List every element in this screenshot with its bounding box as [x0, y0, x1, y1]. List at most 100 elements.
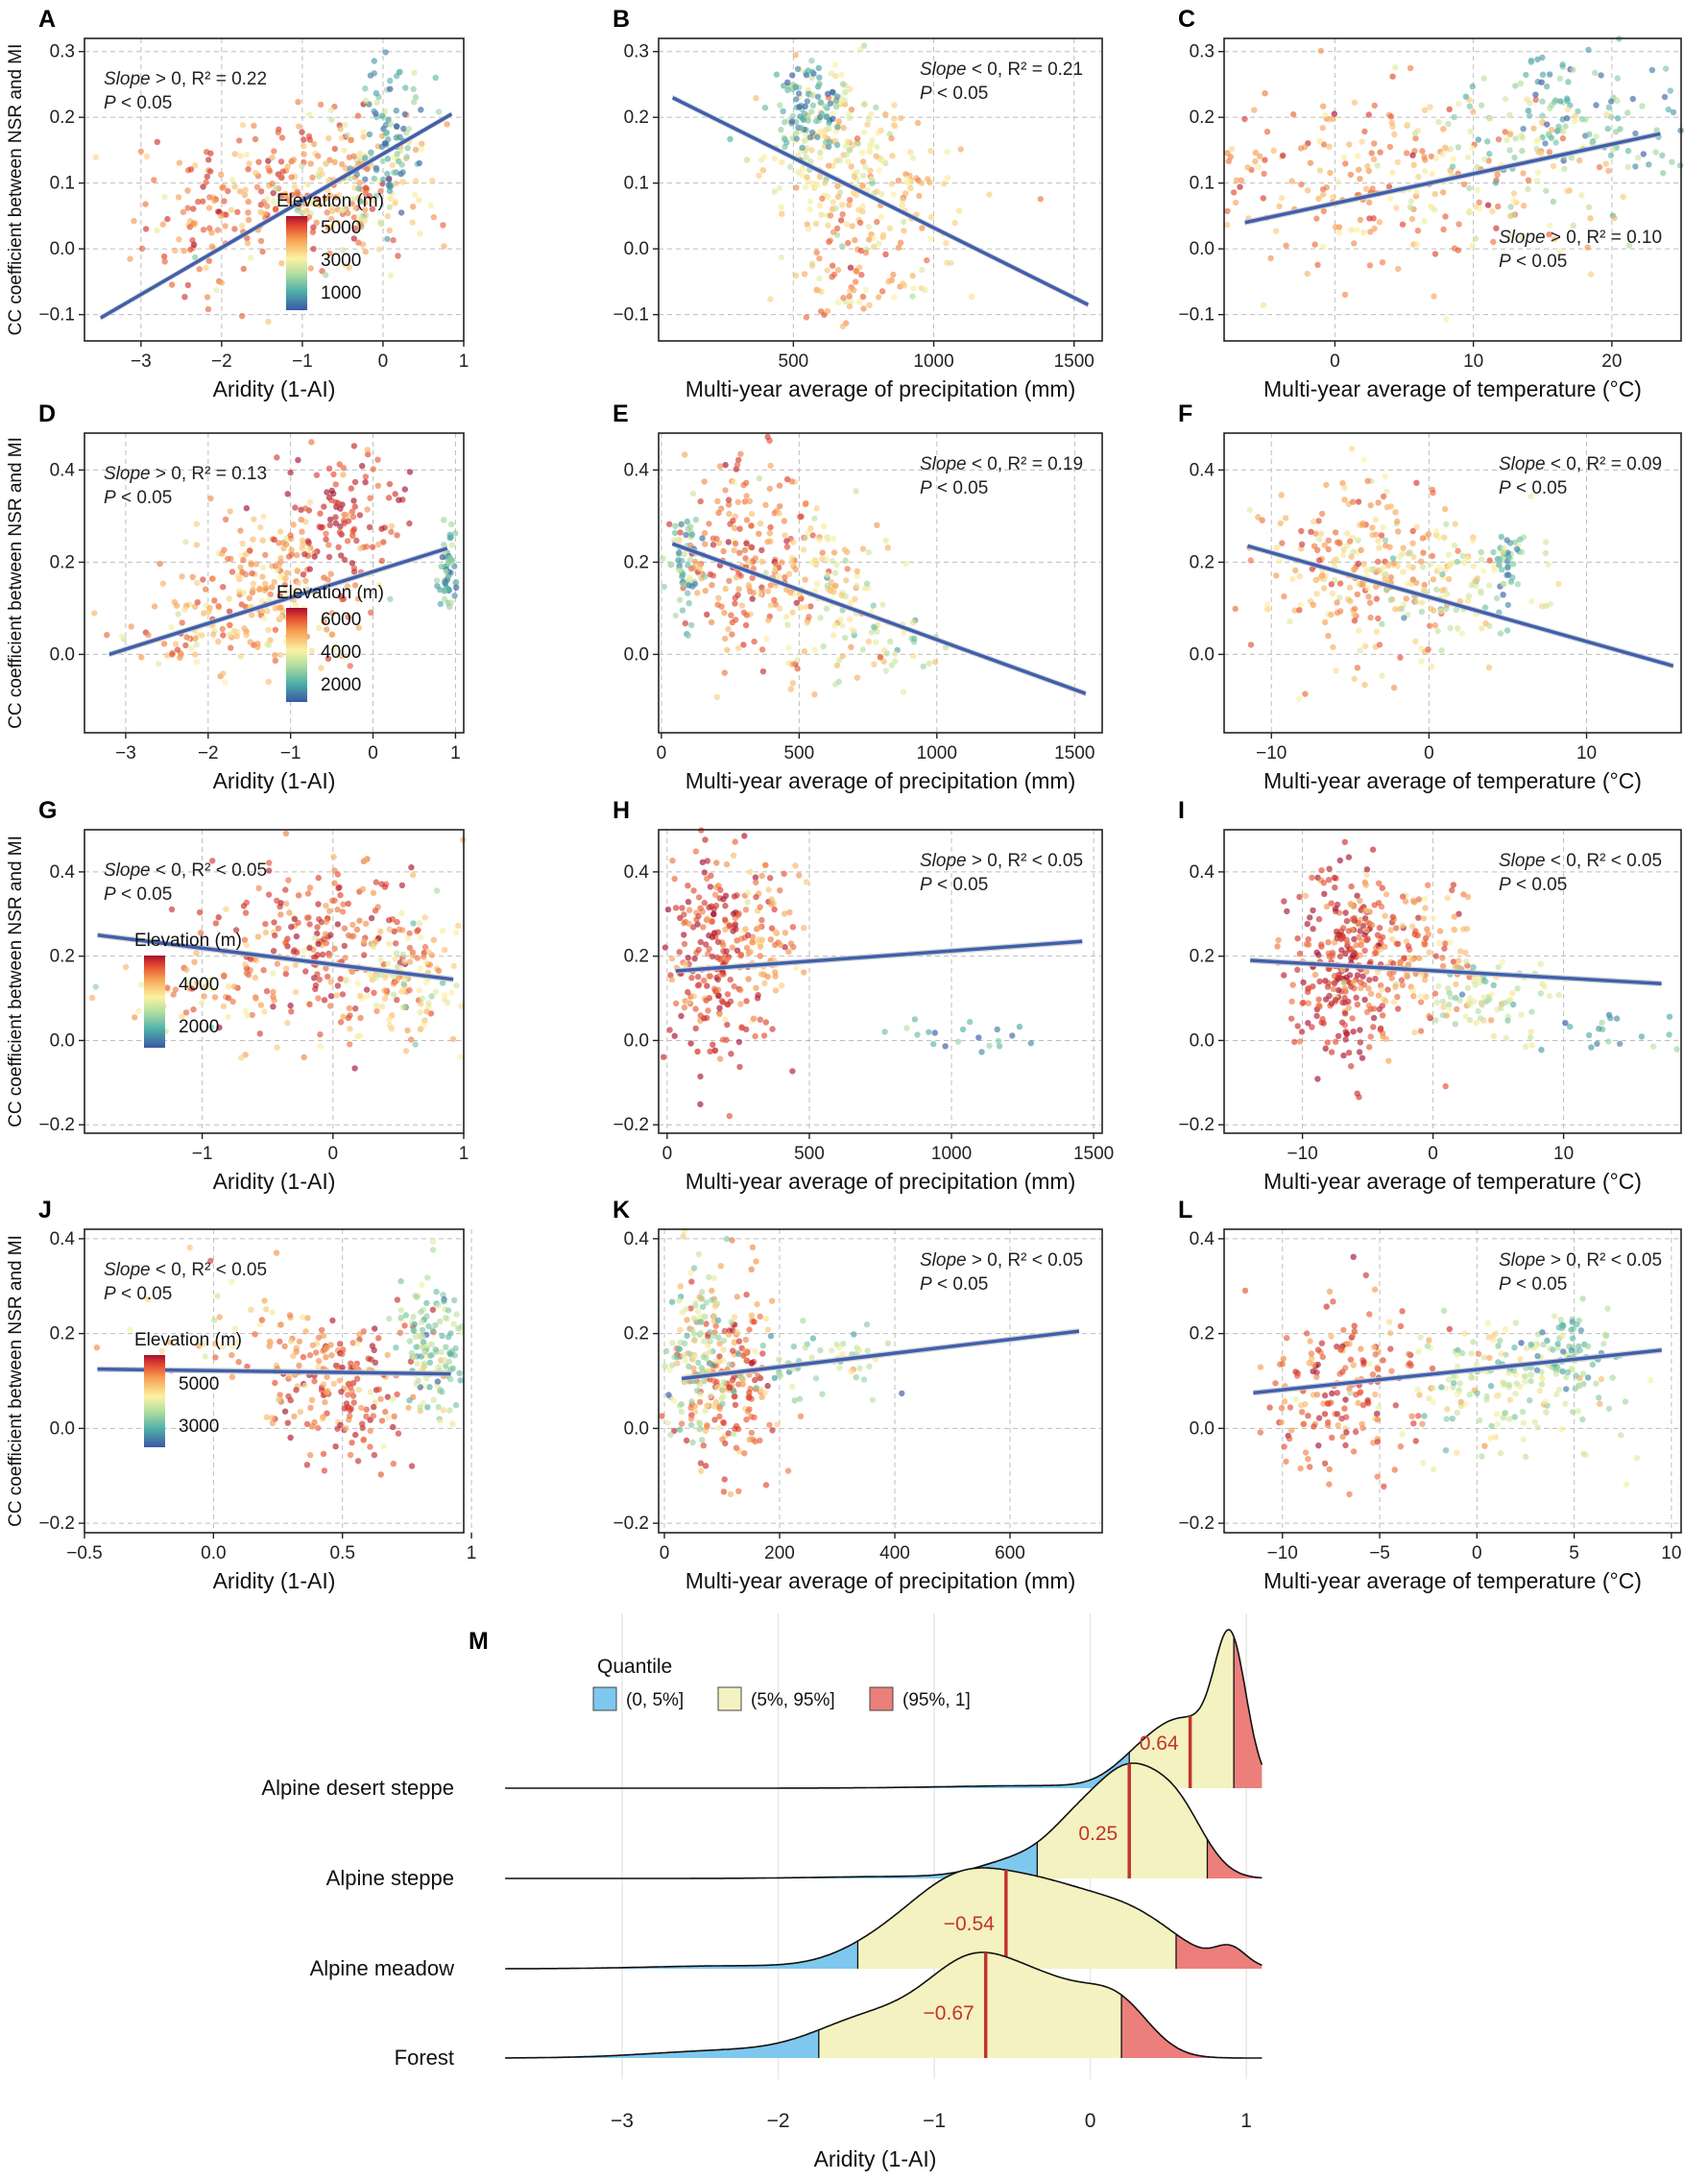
- scatter-point: [1333, 556, 1339, 564]
- scatter-point: [1439, 955, 1446, 961]
- scatter-point: [687, 1416, 695, 1422]
- scatter-point: [692, 1025, 699, 1032]
- scatter-point: [1342, 1036, 1349, 1043]
- scatter-point: [708, 618, 715, 626]
- scatter-point: [865, 115, 873, 123]
- scatter-point: [1284, 908, 1290, 915]
- scatter-point: [944, 148, 950, 156]
- scatter-point: [452, 1401, 460, 1409]
- scatter-point: [696, 566, 704, 572]
- scatter-point: [211, 197, 218, 205]
- scatter-point: [676, 949, 683, 956]
- scatter-point: [216, 1314, 223, 1320]
- scatter-point: [851, 1331, 857, 1338]
- scatter-point: [260, 967, 267, 974]
- scatter-point: [418, 1308, 424, 1316]
- scatter-point: [233, 633, 240, 640]
- scatter-point: [154, 227, 160, 233]
- scatter-point: [1550, 162, 1557, 170]
- scatter-point: [768, 901, 775, 908]
- scatter-point: [337, 891, 344, 899]
- scatter-point: [847, 85, 854, 93]
- scatter-point: [1317, 47, 1325, 55]
- scatter-point: [1485, 664, 1493, 671]
- scatter-point: [1661, 93, 1669, 101]
- scatter-point: [391, 1413, 397, 1420]
- scatter-point: [399, 1004, 407, 1011]
- scatter-point: [1403, 595, 1410, 602]
- scatter-point: [404, 145, 411, 152]
- scatter-point: [419, 146, 425, 153]
- scatter-point: [1302, 690, 1309, 697]
- scatter-point: [264, 195, 271, 202]
- scatter-point: [1616, 1040, 1624, 1048]
- scatter-point: [686, 574, 693, 581]
- scatter-point: [942, 1043, 949, 1050]
- scatter-point: [685, 590, 691, 596]
- scatter-point: [438, 1348, 445, 1356]
- scatter-point: [1354, 1090, 1360, 1097]
- scatter-point: [748, 1359, 756, 1367]
- scatter-point: [782, 930, 789, 936]
- scatter-point: [1387, 195, 1394, 202]
- scatter-point: [790, 539, 797, 545]
- scatter-point: [776, 482, 783, 489]
- scatter-point: [719, 1357, 727, 1364]
- scatter-point: [1353, 994, 1359, 1002]
- scatter-point: [1445, 575, 1453, 583]
- scatter-point: [1425, 931, 1432, 938]
- scatter-point: [749, 933, 757, 940]
- scatter-point: [1341, 984, 1348, 992]
- scatter-point: [1528, 493, 1534, 499]
- y-tick-label: 0.2: [50, 552, 75, 572]
- scatter-point: [1361, 996, 1368, 1004]
- scatter-point: [164, 215, 171, 223]
- scatter-point: [442, 947, 448, 954]
- scatter-point: [181, 294, 188, 301]
- scatter-point: [718, 1394, 725, 1402]
- scatter-point: [412, 1041, 419, 1048]
- scatter-point: [1442, 213, 1449, 220]
- scatter-point: [328, 610, 336, 617]
- scatter-point: [432, 74, 439, 82]
- scatter-point: [825, 143, 832, 150]
- scatter-point: [249, 1011, 255, 1019]
- scatter-point: [817, 615, 824, 621]
- scatter-point: [1562, 123, 1569, 130]
- scatter-point: [1509, 989, 1516, 997]
- scatter-point: [1444, 894, 1451, 902]
- scatter-point: [258, 1317, 266, 1323]
- scatter-point: [301, 143, 307, 150]
- scatter-point: [1564, 187, 1571, 195]
- scatter-point: [390, 1423, 397, 1431]
- scatter-point: [695, 1250, 702, 1258]
- scatter-point: [757, 1016, 763, 1023]
- scatter-point: [271, 536, 277, 544]
- scatter-point: [194, 579, 201, 586]
- scatter-point: [714, 1317, 722, 1324]
- scatter-point: [168, 281, 176, 288]
- scatter-point: [1350, 548, 1357, 555]
- scatter-point: [1450, 882, 1457, 888]
- scatter-point: [707, 1048, 713, 1055]
- scatter-point: [832, 582, 839, 590]
- scatter-point: [1502, 95, 1509, 103]
- scatter-point: [687, 1040, 694, 1047]
- scatter-point: [306, 1352, 314, 1359]
- scatter-point: [709, 933, 716, 941]
- scatter-point: [260, 513, 267, 520]
- scatter-point: [435, 109, 443, 115]
- scatter-point: [1379, 884, 1386, 891]
- scatter-point: [802, 103, 808, 110]
- scatter-point: [1632, 163, 1639, 170]
- scatter-point: [838, 592, 845, 599]
- scatter-point: [1371, 566, 1378, 572]
- scatter-point: [242, 960, 249, 968]
- scatter-point: [744, 899, 751, 906]
- scatter-point: [399, 179, 406, 185]
- scatter-point: [1494, 594, 1501, 602]
- scatter-point: [231, 183, 238, 190]
- scatter-point: [326, 1003, 334, 1009]
- x-axis-label: Multi-year average of temperature (°C): [1263, 768, 1642, 793]
- scatter-point: [825, 536, 831, 544]
